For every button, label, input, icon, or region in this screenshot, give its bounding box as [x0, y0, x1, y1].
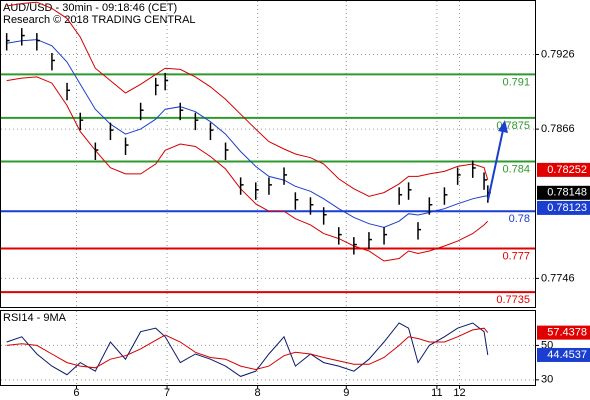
x-tick-label: 12: [453, 387, 465, 399]
level-label: 0.7735: [496, 294, 530, 306]
y-tick-label: 0.7926: [541, 48, 575, 60]
x-tick-label: 8: [255, 387, 261, 399]
forecast-arrow: [487, 129, 504, 201]
y-tick-label: 30: [541, 374, 553, 386]
rsi-title: RSI14 - 9MA: [3, 312, 67, 324]
level-label: 0.784: [502, 163, 530, 175]
price-tag: [537, 185, 590, 200]
price-tag: [537, 325, 590, 340]
price-tag: [537, 200, 590, 215]
rsi-panel-frame: [0, 310, 536, 386]
x-tick-label: 7: [164, 387, 170, 399]
price-tag: [537, 162, 590, 177]
series-line: [6, 76, 489, 262]
chart-title: AUD/USD - 30min - 09:18:46 (CET): [3, 2, 177, 14]
price-tag-label: 57.4378: [547, 327, 587, 339]
price-panel-frame: [0, 0, 536, 308]
price-tag-label: 0.78123: [547, 202, 587, 214]
chart-subtitle: Research © 2018 TRADING CENTRAL: [3, 14, 196, 26]
y-tick-label: 0.7746: [541, 272, 575, 284]
price-tag-label: 0.78148: [547, 187, 587, 199]
level-label: 0.7875: [496, 120, 530, 132]
y-tick-label: 0.7866: [541, 123, 575, 135]
level-label: 0.78: [509, 213, 530, 225]
forecast-arrowhead: [498, 120, 508, 133]
series-line: [6, 327, 489, 371]
price-tag-label: 0.78252: [547, 164, 587, 176]
series-line: [6, 322, 489, 377]
x-tick-label: 11: [431, 387, 442, 399]
series-line: [6, 39, 488, 228]
series-line: [6, 1, 489, 197]
level-label: 0.791: [502, 76, 530, 88]
x-tick-label: 6: [73, 387, 79, 399]
x-tick-label: 9: [343, 387, 349, 399]
level-label: 0.777: [502, 250, 530, 262]
price-tag-label: 44.4537: [547, 349, 587, 361]
price-tag: [537, 347, 590, 362]
